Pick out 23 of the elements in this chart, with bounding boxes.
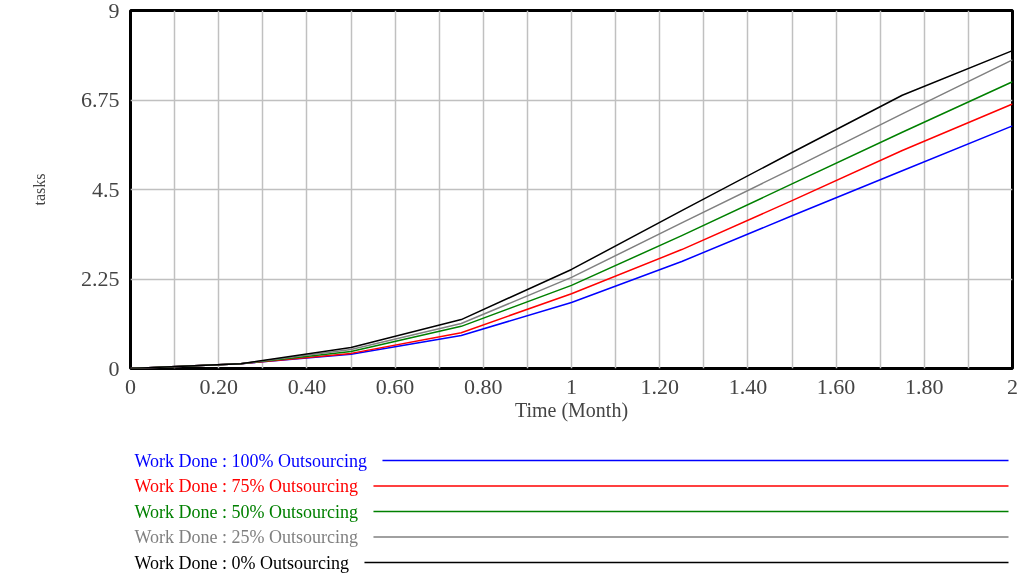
text: Work Done : 75% Outsourcing	[134, 476, 359, 496]
x-tick-label: 0.60	[375, 373, 415, 399]
y-tick-label: 4.5	[92, 176, 120, 202]
y-tick-label: 9	[108, 0, 120, 23]
x-tick-label: 0.40	[287, 373, 327, 399]
text: Work Done : 100% Outsourcing	[134, 450, 368, 471]
x-tick-label: 1.40	[728, 373, 768, 399]
y-tick-label: 2.25	[81, 266, 120, 291]
x-tick-label: 1.20	[640, 373, 679, 399]
y-tick-label: 6.75	[81, 87, 120, 112]
x-tick-label: 0	[125, 373, 136, 399]
text: Work Done : 0% Outsourcing	[134, 552, 350, 573]
x-tick-label: 1	[566, 373, 577, 399]
x-tick-label: 1.60	[816, 373, 856, 399]
x-tick-label: 0.20	[199, 373, 238, 399]
y-tick-label: 0	[108, 355, 120, 381]
text: Work Done : 25% Outsourcing	[134, 527, 359, 547]
x-tick-label: 1.80	[905, 373, 944, 399]
x-axis-title: Time (Month)	[514, 398, 629, 422]
x-tick-label: 0.80	[464, 373, 503, 399]
text: Work Done : 50% Outsourcing	[134, 501, 359, 522]
y-axis-title: tasks	[31, 173, 48, 206]
x-tick-label: 2	[1007, 373, 1018, 399]
